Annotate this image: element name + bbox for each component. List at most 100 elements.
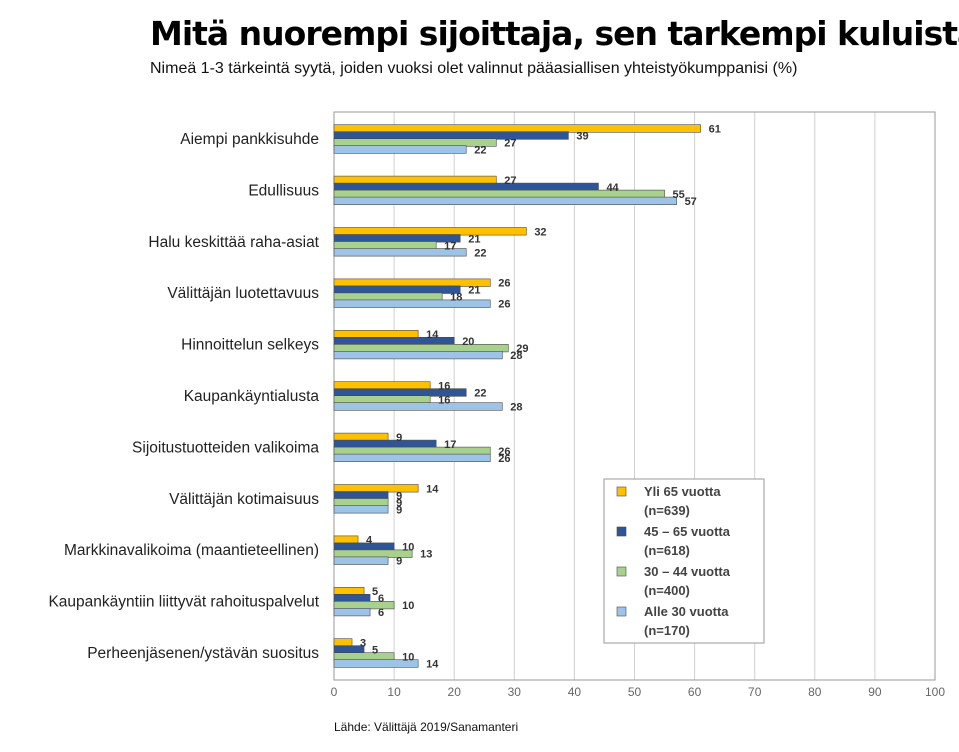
bar [333, 285, 461, 294]
bars [333, 124, 701, 668]
x-tick-label: 90 [868, 685, 882, 699]
value-label: 9 [396, 432, 402, 444]
x-tick-label: 50 [628, 685, 642, 699]
category-labels: Aiempi pankkisuhde Edullisuus Halu keskitt… [48, 131, 319, 662]
value-label: 26 [498, 278, 510, 290]
bar [333, 556, 389, 565]
bar [333, 491, 389, 500]
bar [333, 196, 677, 206]
bar [333, 659, 419, 668]
bar [333, 402, 503, 411]
value-label: 6 [378, 593, 384, 605]
bar [333, 446, 491, 456]
bar [333, 234, 461, 243]
value-label: 26 [498, 446, 510, 458]
bar [333, 278, 491, 287]
value-label: 17 [444, 439, 456, 451]
value-label: 55 [673, 189, 685, 201]
legend-series-name: Alle 30 vuotta [644, 604, 729, 619]
gridlines [393, 112, 876, 680]
legend-swatch [616, 606, 627, 617]
value-label: 17 [444, 240, 456, 252]
bar [333, 432, 389, 442]
x-tick-label: 20 [448, 685, 462, 699]
category-label: Halu keskittää raha-asiat [148, 234, 319, 251]
value-label: 14 [426, 483, 439, 495]
bar [333, 299, 491, 308]
bar [333, 600, 395, 610]
legend-swatch [616, 566, 627, 577]
category-label: Sijoitustuotteiden valikoima [132, 439, 319, 456]
chart-title: Mitä nuorempi sijoittaja, sen tarkempi k… [150, 14, 959, 53]
value-label: 5 [372, 586, 378, 598]
bar [333, 138, 497, 147]
bar [333, 505, 389, 514]
bar [333, 124, 701, 133]
value-label: 28 [510, 402, 522, 414]
category-label: Edullisuus [248, 182, 319, 199]
chart-subtitle: Nimeä 1-3 tärkeintä syytä, joiden vuoksi… [150, 60, 798, 77]
bar [333, 484, 419, 493]
bar [333, 535, 359, 544]
value-label: 5 [372, 645, 378, 657]
bar [333, 652, 395, 661]
legend-box [603, 478, 765, 644]
category-label: Markkinavalikoima (maantieteellinen) [64, 542, 319, 559]
value-label: 13 [420, 549, 432, 561]
value-label: 21 [468, 233, 480, 245]
legend-series-name: 30 – 44 vuotta [644, 564, 731, 579]
bar [333, 542, 395, 551]
bar [333, 350, 503, 360]
value-label: 16 [438, 381, 450, 393]
value-label: 10 [402, 542, 414, 554]
legend-sample-size: (n=170) [644, 623, 690, 638]
bar [333, 292, 443, 301]
bar [333, 381, 431, 390]
value-label: 61 [709, 124, 721, 136]
value-label: 20 [462, 336, 474, 348]
value-label: 9 [396, 504, 402, 516]
value-label: 9 [396, 497, 402, 509]
bar [333, 593, 371, 603]
value-label: 16 [438, 395, 450, 407]
x-tick-label: 10 [387, 685, 401, 699]
legend-series-name: 45 – 65 vuotta [644, 524, 731, 539]
value-label: 28 [510, 350, 522, 362]
bar [333, 395, 431, 404]
bar [333, 182, 599, 192]
source-note: Lähde: Välittäjä 2019/Sanamanteri [334, 720, 519, 734]
value-label: 22 [474, 145, 486, 157]
value-label: 39 [576, 131, 588, 143]
legend-sample-size: (n=639) [644, 503, 690, 518]
value-label: 27 [504, 138, 516, 150]
value-label: 44 [606, 182, 619, 194]
category-label: Kaupankäyntialusta [184, 388, 320, 405]
bar [333, 241, 437, 250]
bar [333, 248, 467, 257]
category-label: Hinnoittelun selkeys [181, 337, 319, 354]
bar [333, 498, 389, 507]
bar [333, 638, 353, 647]
value-label: 18 [450, 292, 462, 304]
x-tick-label: 0 [331, 685, 338, 699]
value-label: 27 [504, 175, 516, 187]
legend-series-name: Yli 65 vuotta [644, 484, 721, 499]
value-label: 14 [426, 659, 439, 671]
bar [333, 607, 371, 617]
category-label: Aiempi pankkisuhde [180, 131, 319, 148]
bar [333, 439, 437, 449]
legend: Yli 65 vuotta (n=639) 45 – 65 vuotta (n=618… [603, 478, 765, 644]
category-label: Välittäjän kotimaisuus [169, 491, 319, 508]
bar [333, 453, 491, 463]
x-tick-label: 30 [508, 685, 522, 699]
value-label: 29 [516, 343, 528, 355]
bar [333, 343, 509, 353]
legend-sample-size: (n=400) [644, 583, 690, 598]
value-label: 57 [685, 196, 697, 208]
value-label: 9 [396, 490, 402, 502]
value-label: 26 [498, 299, 510, 311]
value-label: 21 [468, 285, 480, 297]
legend-swatch [616, 486, 627, 497]
x-tick-label: 60 [688, 685, 702, 699]
